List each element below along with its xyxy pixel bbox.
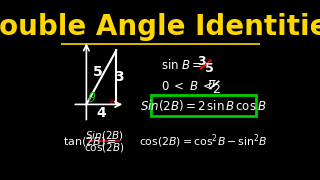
Text: 4: 4	[96, 106, 106, 120]
Text: Double Angle Identities: Double Angle Identities	[0, 13, 320, 41]
Text: 3: 3	[114, 70, 124, 84]
Text: $\tan(2B)=$: $\tan(2B)=$	[63, 135, 117, 148]
Text: 3: 3	[197, 55, 206, 68]
Text: $\cos(2B)$: $\cos(2B)$	[84, 141, 124, 154]
Text: $0 \;<\; B \;<\;$: $0 \;<\; B \;<\;$	[161, 80, 213, 93]
Bar	[151, 95, 255, 116]
Text: $\theta$: $\theta$	[87, 91, 96, 105]
Text: 2: 2	[212, 83, 220, 96]
Text: $Sin(2B)$: $Sin(2B)$	[85, 129, 124, 142]
Text: $\sin\,B =$: $\sin\,B =$	[161, 58, 203, 72]
Text: $\pi$: $\pi$	[207, 77, 217, 90]
Text: $Sin(2B) = 2\,\sin B\,\cos B$: $Sin(2B) = 2\,\sin B\,\cos B$	[140, 98, 267, 113]
Text: 5: 5	[92, 65, 102, 79]
Text: $\cos(2B) = \cos^2\!B - \sin^2\!B$: $\cos(2B) = \cos^2\!B - \sin^2\!B$	[139, 132, 268, 150]
Text: 5: 5	[205, 62, 214, 75]
